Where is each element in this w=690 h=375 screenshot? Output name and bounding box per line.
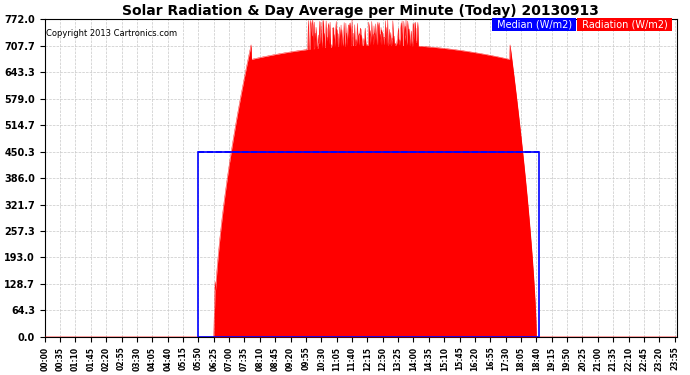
Text: Median (W/m2): Median (W/m2) bbox=[493, 20, 575, 29]
Title: Solar Radiation & Day Average per Minute (Today) 20130913: Solar Radiation & Day Average per Minute… bbox=[122, 4, 599, 18]
Bar bbox=[199, 152, 539, 337]
Text: Radiation (W/m2): Radiation (W/m2) bbox=[579, 20, 671, 29]
Text: Copyright 2013 Cartronics.com: Copyright 2013 Cartronics.com bbox=[46, 29, 177, 38]
